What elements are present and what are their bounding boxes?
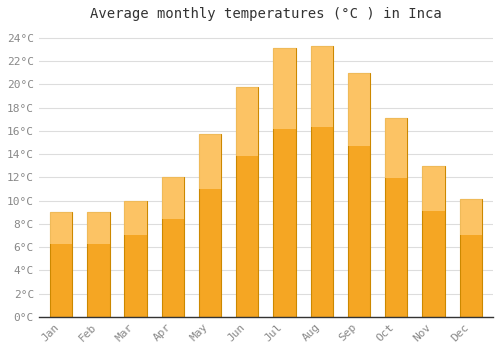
Bar bbox=[162, 177, 184, 219]
Bar bbox=[236, 87, 258, 156]
Bar bbox=[199, 134, 222, 189]
Bar bbox=[385, 118, 407, 317]
Bar bbox=[87, 212, 110, 244]
Bar bbox=[385, 118, 407, 178]
Bar bbox=[199, 134, 222, 317]
Bar bbox=[162, 177, 184, 317]
Bar bbox=[460, 199, 482, 317]
Bar bbox=[348, 73, 370, 146]
Bar bbox=[274, 48, 295, 317]
Bar bbox=[274, 48, 295, 129]
Bar bbox=[310, 46, 333, 317]
Bar bbox=[124, 201, 147, 236]
Bar bbox=[50, 212, 72, 317]
Bar bbox=[124, 201, 147, 317]
Bar bbox=[50, 212, 72, 244]
Bar bbox=[422, 166, 444, 317]
Bar bbox=[460, 199, 482, 234]
Title: Average monthly temperatures (°C ) in Inca: Average monthly temperatures (°C ) in In… bbox=[90, 7, 442, 21]
Bar bbox=[422, 166, 444, 211]
Bar bbox=[87, 212, 110, 317]
Bar bbox=[310, 46, 333, 127]
Bar bbox=[236, 87, 258, 317]
Bar bbox=[348, 73, 370, 317]
